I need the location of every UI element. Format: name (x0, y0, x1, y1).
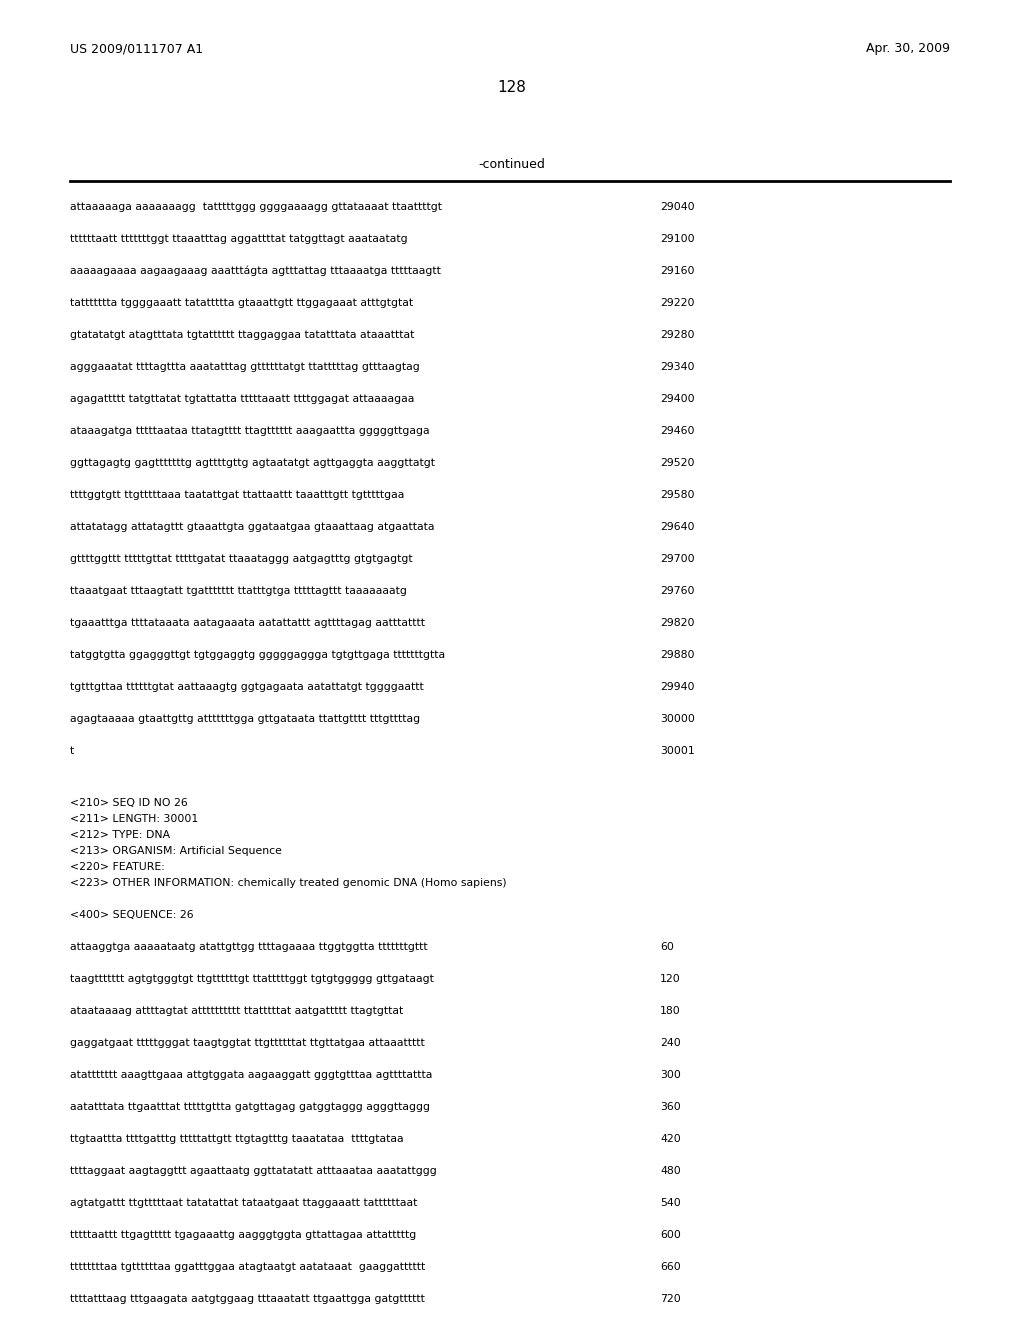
Text: attaaggtga aaaaataatg atattgttgg ttttagaaaa ttggtggtta tttttttgttt: attaaggtga aaaaataatg atattgttgg ttttaga… (70, 942, 428, 952)
Text: attaaaaaga aaaaaaagg  tatttttggg ggggaaaagg gttataaaat ttaattttgt: attaaaaaga aaaaaaagg tatttttggg ggggaaaa… (70, 202, 442, 213)
Text: ttttttaatt tttttttggt ttaaatttag aggattttat tatggttagt aaataatatg: ttttttaatt tttttttggt ttaaatttag aggattt… (70, 234, 408, 244)
Text: <213> ORGANISM: Artificial Sequence: <213> ORGANISM: Artificial Sequence (70, 846, 282, 855)
Text: 420: 420 (660, 1134, 681, 1144)
Text: 360: 360 (660, 1102, 681, 1111)
Text: 30001: 30001 (660, 746, 694, 756)
Text: 180: 180 (660, 1006, 681, 1016)
Text: t: t (70, 746, 75, 756)
Text: 29940: 29940 (660, 682, 694, 692)
Text: US 2009/0111707 A1: US 2009/0111707 A1 (70, 42, 203, 55)
Text: 240: 240 (660, 1038, 681, 1048)
Text: Apr. 30, 2009: Apr. 30, 2009 (866, 42, 950, 55)
Text: tattttttta tggggaaatt tatattttta gtaaattgtt ttggagaaat atttgtgtat: tattttttta tggggaaatt tatattttta gtaaatt… (70, 298, 413, 308)
Text: ttttggtgtt ttgtttttaaa taatattgat ttattaattt taaatttgtt tgtttttgaa: ttttggtgtt ttgtttttaaa taatattgat ttatta… (70, 490, 404, 500)
Text: agagattttt tatgttatat tgtattatta tttttaaatt ttttggagat attaaaagaa: agagattttt tatgttatat tgtattatta tttttaa… (70, 393, 415, 404)
Text: 29040: 29040 (660, 202, 694, 213)
Text: <400> SEQUENCE: 26: <400> SEQUENCE: 26 (70, 909, 194, 920)
Text: gttttggttt tttttgttat tttttgatat ttaaataggg aatgagtttg gtgtgagtgt: gttttggttt tttttgttat tttttgatat ttaaata… (70, 554, 413, 564)
Text: gaggatgaat tttttgggat taagtggtat ttgttttttat ttgttatgaa attaaattttt: gaggatgaat tttttgggat taagtggtat ttgtttt… (70, 1038, 425, 1048)
Text: 128: 128 (498, 81, 526, 95)
Text: atattttttt aaagttgaaa attgtggata aagaaggatt gggtgtttaa agttttattta: atattttttt aaagttgaaa attgtggata aagaagg… (70, 1071, 432, 1080)
Text: 29700: 29700 (660, 554, 694, 564)
Text: taagttttttt agtgtgggtgt ttgttttttgt ttatttttggt tgtgtggggg gttgataagt: taagttttttt agtgtgggtgt ttgttttttgt ttat… (70, 974, 434, 983)
Text: 29160: 29160 (660, 267, 694, 276)
Text: <210> SEQ ID NO 26: <210> SEQ ID NO 26 (70, 799, 187, 808)
Text: agagtaaaaa gtaattgttg atttttttgga gttgataata ttattgtttt tttgttttag: agagtaaaaa gtaattgttg atttttttgga gttgat… (70, 714, 420, 723)
Text: <211> LENGTH: 30001: <211> LENGTH: 30001 (70, 814, 199, 824)
Text: gtatatatgt atagtttata tgtatttttt ttaggaggaa tatatttata ataaatttat: gtatatatgt atagtttata tgtatttttt ttaggag… (70, 330, 415, 341)
Text: <212> TYPE: DNA: <212> TYPE: DNA (70, 830, 170, 840)
Text: 29880: 29880 (660, 649, 694, 660)
Text: 29220: 29220 (660, 298, 694, 308)
Text: <223> OTHER INFORMATION: chemically treated genomic DNA (Homo sapiens): <223> OTHER INFORMATION: chemically trea… (70, 878, 507, 888)
Text: 29280: 29280 (660, 330, 694, 341)
Text: ttttatttaag tttgaagata aatgtggaag tttaaatatt ttgaattgga gatgtttttt: ttttatttaag tttgaagata aatgtggaag tttaaa… (70, 1294, 425, 1304)
Text: agggaaatat ttttagttta aaatatttag gttttttatgt ttatttttag gtttaagtag: agggaaatat ttttagttta aaatatttag gtttttt… (70, 362, 420, 372)
Text: 29580: 29580 (660, 490, 694, 500)
Text: 29640: 29640 (660, 521, 694, 532)
Text: tttttaattt ttgagttttt tgagaaattg aagggtggta gttattagaa attatttttg: tttttaattt ttgagttttt tgagaaattg aagggtg… (70, 1230, 416, 1239)
Text: tatggtgtta ggagggttgt tgtggaggtg gggggaggga tgtgttgaga tttttttgtta: tatggtgtta ggagggttgt tgtggaggtg gggggag… (70, 649, 445, 660)
Text: -continued: -continued (478, 158, 546, 172)
Text: 660: 660 (660, 1262, 681, 1272)
Text: 29820: 29820 (660, 618, 694, 628)
Text: 29460: 29460 (660, 426, 694, 436)
Text: ataaagatga tttttaataa ttatagtttt ttagtttttt aaagaattta gggggttgaga: ataaagatga tttttaataa ttatagtttt ttagttt… (70, 426, 430, 436)
Text: agtatgattt ttgtttttaat tatatattat tataatgaat ttaggaaatt tattttttaat: agtatgattt ttgtttttaat tatatattat tataat… (70, 1199, 418, 1208)
Text: ttgtaattta ttttgatttg tttttattgtt ttgtagtttg taaatataa  ttttgtataa: ttgtaattta ttttgatttg tttttattgtt ttgtag… (70, 1134, 403, 1144)
Text: ttaaatgaat tttaagtatt tgattttttt ttatttgtga tttttagttt taaaaaaatg: ttaaatgaat tttaagtatt tgattttttt ttatttg… (70, 586, 407, 597)
Text: ttttttttaa tgttttttaa ggatttggaa atagtaatgt aatataaat  gaaggatttttt: ttttttttaa tgttttttaa ggatttggaa atagtaa… (70, 1262, 425, 1272)
Text: 29760: 29760 (660, 586, 694, 597)
Text: 300: 300 (660, 1071, 681, 1080)
Text: 720: 720 (660, 1294, 681, 1304)
Text: 120: 120 (660, 974, 681, 983)
Text: 480: 480 (660, 1166, 681, 1176)
Text: ataataaaag attttagtat atttttttttt ttatttttat aatgattttt ttagtgttat: ataataaaag attttagtat atttttttttt ttattt… (70, 1006, 403, 1016)
Text: aaaaagaaaa aagaagaaag aaatttágta agtttattag tttaaaatga tttttaagtt: aaaaagaaaa aagaagaaag aaatttágta agtttat… (70, 265, 441, 276)
Text: 29100: 29100 (660, 234, 694, 244)
Text: aatatttata ttgaatttat tttttgttta gatgttagag gatggtaggg agggttaggg: aatatttata ttgaatttat tttttgttta gatgtta… (70, 1102, 430, 1111)
Text: attatatagg attatagttt gtaaattgta ggataatgaa gtaaattaag atgaattata: attatatagg attatagttt gtaaattgta ggataat… (70, 521, 434, 532)
Text: 30000: 30000 (660, 714, 695, 723)
Text: ttttaggaat aagtaggttt agaattaatg ggttatatatt atttaaataa aaatattggg: ttttaggaat aagtaggttt agaattaatg ggttata… (70, 1166, 437, 1176)
Text: 540: 540 (660, 1199, 681, 1208)
Text: <220> FEATURE:: <220> FEATURE: (70, 862, 165, 873)
Text: tgaaatttga ttttataaata aatagaaata aatattattt agttttagag aatttatttt: tgaaatttga ttttataaata aatagaaata aatatt… (70, 618, 425, 628)
Text: 29340: 29340 (660, 362, 694, 372)
Text: ggttagagtg gagtttttttg agttttgttg agtaatatgt agttgaggta aaggttatgt: ggttagagtg gagtttttttg agttttgttg agtaat… (70, 458, 435, 469)
Text: 29400: 29400 (660, 393, 694, 404)
Text: 60: 60 (660, 942, 674, 952)
Text: 29520: 29520 (660, 458, 694, 469)
Text: tgtttgttaa ttttttgtat aattaaagtg ggtgagaata aatattatgt tggggaattt: tgtttgttaa ttttttgtat aattaaagtg ggtgaga… (70, 682, 424, 692)
Text: 600: 600 (660, 1230, 681, 1239)
